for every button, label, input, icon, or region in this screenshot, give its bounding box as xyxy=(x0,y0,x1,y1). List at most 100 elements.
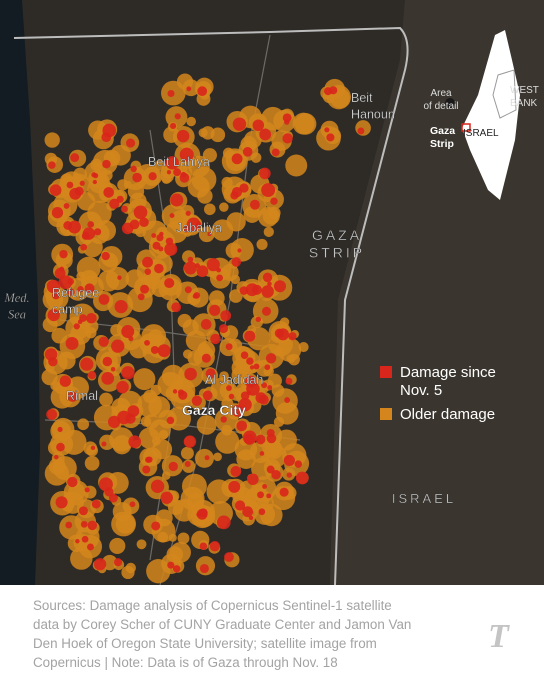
inset-label: Strip xyxy=(430,138,454,150)
recent-damage-area xyxy=(259,128,272,141)
recent-damage-area xyxy=(80,357,94,371)
recent-damage-area xyxy=(117,410,131,425)
recent-damage-area xyxy=(245,283,259,297)
recent-damage-area xyxy=(255,392,267,404)
recent-damage-area xyxy=(67,278,75,285)
recent-damage-area xyxy=(81,232,90,240)
recent-damage-area xyxy=(142,256,153,268)
recent-damage-area xyxy=(48,357,58,367)
recent-damage-area xyxy=(326,133,335,142)
recent-damage-area xyxy=(266,493,272,499)
recent-damage-area xyxy=(226,385,232,391)
older-damage-area xyxy=(77,418,90,431)
older-damage-area xyxy=(160,166,172,178)
recent-damage-area xyxy=(108,415,121,428)
recent-damage-area xyxy=(255,434,266,445)
recent-damage-area xyxy=(121,325,135,339)
recent-damage-area xyxy=(165,237,174,246)
recent-damage-area xyxy=(67,288,75,296)
older-damage-area xyxy=(198,226,215,243)
legend-label: Damage since xyxy=(400,364,496,381)
recent-damage-area xyxy=(80,520,88,528)
older-damage-area xyxy=(183,349,193,359)
recent-damage-area xyxy=(176,129,190,143)
older-damage-area xyxy=(196,414,217,435)
recent-damage-area xyxy=(86,312,97,324)
recent-damage-area xyxy=(154,263,164,274)
caption-line: Sources: Damage analysis of Copernicus S… xyxy=(33,598,392,613)
older-damage-area xyxy=(44,461,69,486)
legend-label: Older damage xyxy=(400,406,495,423)
recent-damage-area xyxy=(204,455,210,461)
recent-damage-area xyxy=(207,232,212,237)
recent-damage-area xyxy=(230,191,239,200)
older-damage-area xyxy=(250,152,262,163)
recent-damage-area xyxy=(156,234,164,242)
recent-damage-area xyxy=(282,133,293,144)
older-damage-area xyxy=(261,106,285,131)
older-damage-area xyxy=(84,455,100,471)
recent-damage-area xyxy=(111,339,125,353)
recent-damage-area xyxy=(183,261,197,275)
recent-damage-area xyxy=(239,183,249,193)
sea xyxy=(0,0,40,585)
recent-damage-area xyxy=(274,328,284,338)
recent-damage-area xyxy=(98,477,113,492)
caption-line: Copernicus | Note: Data is of Gaza throu… xyxy=(33,655,338,670)
recent-damage-area xyxy=(137,293,145,301)
recent-damage-area xyxy=(206,258,220,272)
recent-damage-area xyxy=(114,300,128,314)
recent-damage-area xyxy=(220,310,232,322)
older-damage-area xyxy=(210,127,226,143)
older-damage-area xyxy=(197,343,211,356)
recent-damage-area xyxy=(126,138,136,148)
recent-damage-area xyxy=(259,451,265,456)
older-damage-area xyxy=(109,427,134,452)
older-damage-area xyxy=(41,368,58,386)
recent-damage-area xyxy=(244,375,257,388)
recent-damage-area xyxy=(79,314,87,322)
older-damage-area xyxy=(70,547,93,570)
recent-damage-area xyxy=(170,122,177,130)
border xyxy=(13,26,409,585)
older-damage-area xyxy=(101,554,118,571)
recent-damage-area xyxy=(262,484,267,489)
older-damage-area xyxy=(180,446,194,460)
recent-damage-area xyxy=(196,265,209,278)
older-damage-area xyxy=(260,503,283,527)
recent-damage-area xyxy=(232,117,247,131)
inset-label: BANK xyxy=(510,98,538,109)
recent-damage-area xyxy=(164,242,178,256)
older-damage-area xyxy=(182,319,199,336)
recent-damage-area xyxy=(242,506,254,518)
older-damage-area xyxy=(194,448,214,468)
older-damage-area xyxy=(135,226,147,238)
recent-damage-area xyxy=(129,501,136,508)
recent-damage-area xyxy=(87,543,94,551)
older-damage-area xyxy=(155,509,173,527)
older-damage-area xyxy=(152,439,173,460)
recent-damage-area xyxy=(288,332,297,341)
inset-label: WEST xyxy=(510,85,539,96)
recent-damage-area xyxy=(324,127,330,133)
recent-damage-area xyxy=(79,180,85,186)
logo: T xyxy=(488,618,509,655)
caption: Sources: Damage analysis of Copernicus S… xyxy=(33,596,473,672)
recent-damage-area xyxy=(184,460,191,467)
recent-damage-area xyxy=(90,445,96,451)
recent-damage-area xyxy=(257,491,264,499)
legend-label: Nov. 5 xyxy=(400,382,442,399)
older-damage-area xyxy=(263,226,274,238)
recent-damage-area xyxy=(199,563,209,574)
older-damage-area xyxy=(197,188,213,204)
recent-damage-area xyxy=(186,86,192,92)
recent-damage-area xyxy=(129,219,140,230)
older-damage-area xyxy=(191,166,217,192)
recent-damage-area xyxy=(171,302,182,313)
older-damage-area xyxy=(186,493,205,511)
recent-damage-area xyxy=(273,280,286,293)
recent-damage-area xyxy=(65,521,73,529)
legend-swatch xyxy=(380,408,392,420)
recent-damage-area xyxy=(323,87,333,96)
older-damage-area xyxy=(44,132,60,148)
